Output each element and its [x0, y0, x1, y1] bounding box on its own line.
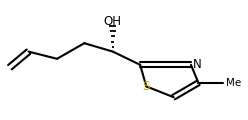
Text: N: N: [193, 58, 202, 71]
Text: Me: Me: [226, 78, 242, 88]
Text: OH: OH: [104, 15, 122, 28]
Text: S: S: [143, 80, 150, 93]
